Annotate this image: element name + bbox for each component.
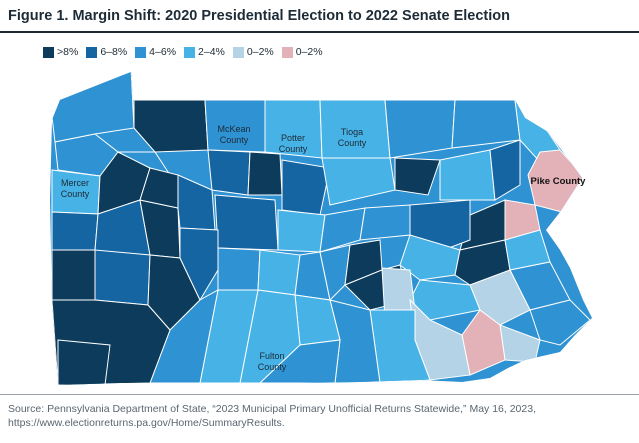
county-label-potter-1: Potter <box>281 133 305 143</box>
county-sullivan <box>394 157 441 196</box>
legend-item-0-2-blue: 0–2% <box>232 46 274 58</box>
county-label-pike: Pike County <box>531 176 587 187</box>
county-greene <box>57 339 111 385</box>
legend-item-2-4: 2–4% <box>184 46 225 58</box>
county-label-mckean-1: McKean <box>217 124 250 134</box>
county-lackawanna <box>489 139 521 201</box>
legend-label: 0–2% <box>246 46 274 58</box>
legend-item-gt8: >8% <box>43 46 78 58</box>
legend-swatch <box>184 46 196 58</box>
county-bradford <box>384 99 456 159</box>
county-label-tioga-2: County <box>338 138 367 148</box>
legend: >8% 6–8% 4–6% 2–4% 0–2% 0–2% <box>43 46 331 58</box>
county-beaver <box>51 249 96 301</box>
legend-label: >8% <box>57 46 79 58</box>
legend-swatch <box>86 46 98 58</box>
legend-swatch <box>135 46 147 58</box>
source-note: Source: Pennsylvania Department of State… <box>8 403 536 429</box>
legend-item-6-8: 6–8% <box>86 46 127 58</box>
legend-label: 6–8% <box>100 46 128 58</box>
county-centre <box>277 209 326 253</box>
title-divider <box>0 31 639 33</box>
county-northumberland <box>359 204 411 241</box>
county-label-tioga-1: Tioga <box>341 127 363 137</box>
legend-item-0-2-red: 0–2% <box>281 46 323 58</box>
county-label-fulton-1: Fulton <box>259 351 284 361</box>
legend-label: 4–6% <box>149 46 177 58</box>
county-label-mckean-2: County <box>220 135 249 145</box>
county-blair <box>257 249 301 296</box>
legend-swatch <box>281 46 293 58</box>
county-label-potter-2: County <box>279 144 308 154</box>
county-indiana <box>179 227 219 302</box>
county-clearfield <box>214 194 279 251</box>
county-philadelphia <box>529 299 591 346</box>
legend-label: 0–2% <box>295 46 323 58</box>
source-divider <box>0 394 639 395</box>
legend-label: 2–4% <box>198 46 225 58</box>
county-label-fulton-2: County <box>258 362 287 372</box>
county-elk <box>207 149 251 196</box>
county-cameron <box>247 151 283 196</box>
figure-title: Figure 1. Margin Shift: 2020 Presidentia… <box>8 8 511 24</box>
county-schuylkill <box>399 234 461 281</box>
legend-swatch <box>232 46 244 58</box>
county-warren <box>133 99 209 153</box>
county-label-mercer-1: Mercer <box>61 178 89 188</box>
county-lawrence <box>51 211 99 251</box>
county-allegheny <box>94 249 151 306</box>
county-chester <box>461 309 506 376</box>
county-shapes <box>50 72 592 385</box>
county-label-mercer-2: County <box>61 189 90 199</box>
county-cambria <box>217 247 261 291</box>
legend-swatch <box>43 46 54 58</box>
county-susquehanna <box>451 99 521 149</box>
legend-item-4-6: 4–6% <box>135 46 176 58</box>
